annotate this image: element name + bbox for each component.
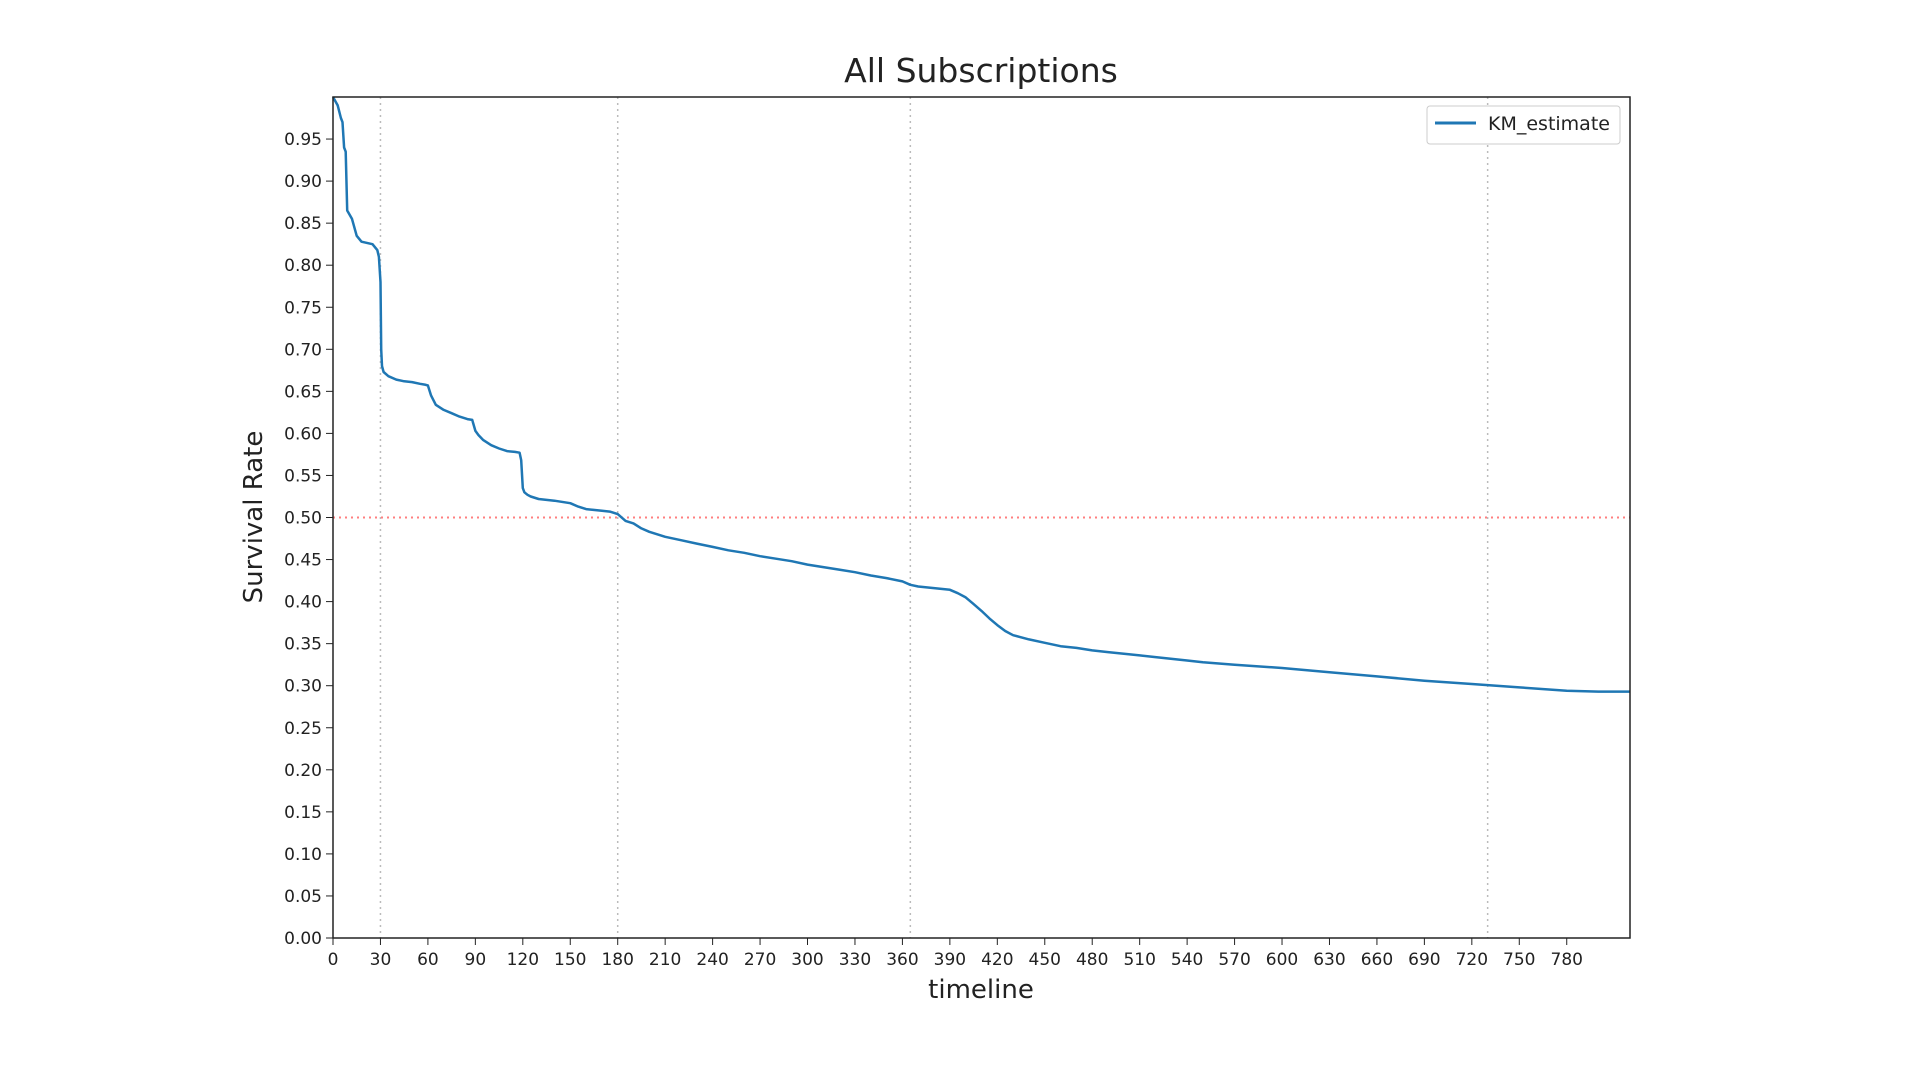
- chart-title: All Subscriptions: [844, 51, 1118, 90]
- y-tick-label: 0.80: [284, 256, 322, 276]
- x-tick-label: 210: [649, 950, 681, 970]
- y-tick-label: 0.70: [284, 340, 322, 360]
- x-tick-label: 540: [1171, 950, 1203, 970]
- x-tick-label: 600: [1266, 950, 1298, 970]
- x-tick-label: 60: [417, 950, 439, 970]
- y-tick-label: 0.05: [284, 887, 322, 907]
- y-tick-label: 0.40: [284, 593, 322, 613]
- x-tick-label: 510: [1123, 950, 1155, 970]
- x-tick-label: 180: [601, 950, 633, 970]
- y-tick-label: 0.55: [284, 466, 322, 486]
- series-layer: [331, 96, 1630, 693]
- y-axis: 0.00 0.05 0.10 0.15 0.20 0.25 0.30 0.35 0.40 0.45…: [284, 130, 333, 949]
- x-tick-label: 150: [554, 950, 586, 970]
- x-tick-label: 570: [1218, 950, 1250, 970]
- x-tick-label: 420: [981, 950, 1013, 970]
- y-tick-label: 0.90: [284, 172, 322, 192]
- x-tick-label: 0: [328, 950, 339, 970]
- y-tick-label: 0.85: [284, 214, 322, 234]
- y-tick-label: 0.50: [284, 509, 322, 529]
- y-tick-label: 0.10: [284, 845, 322, 865]
- y-tick-label: 0.20: [284, 761, 322, 781]
- y-axis-title: Survival Rate: [239, 431, 269, 604]
- y-tick-label: 0.15: [284, 803, 322, 823]
- y-tick-label: 0.30: [284, 677, 322, 697]
- y-tick-label: 0.65: [284, 382, 322, 402]
- x-tick-label: 360: [886, 950, 918, 970]
- series-line-KM_estimate: [331, 96, 1630, 693]
- x-tick-label: 240: [696, 950, 728, 970]
- x-axis-title: timeline: [928, 975, 1034, 1005]
- x-tick-label: 660: [1361, 950, 1393, 970]
- x-tick-label: 480: [1076, 950, 1108, 970]
- x-tick-label: 270: [744, 950, 776, 970]
- legend-label: KM_estimate: [1488, 113, 1610, 135]
- y-tick-label: 0.95: [284, 130, 322, 150]
- x-tick-label: 90: [465, 950, 487, 970]
- x-tick-label: 690: [1408, 950, 1440, 970]
- x-tick-label: 390: [934, 950, 966, 970]
- x-tick-label: 630: [1313, 950, 1345, 970]
- x-axis: 0 30 60 90 120 150 180 210 240 270 300 330 360 390 420…: [328, 938, 1583, 970]
- x-tick-label: 450: [1029, 950, 1061, 970]
- y-tick-label: 0.00: [284, 929, 322, 949]
- y-tick-label: 0.35: [284, 635, 322, 655]
- x-tick-label: 780: [1551, 950, 1583, 970]
- legend: KM_estimate: [1426, 105, 1621, 145]
- y-tick-label: 0.25: [284, 719, 322, 739]
- legend-box: [1426, 105, 1621, 145]
- x-tick-label: 30: [370, 950, 392, 970]
- x-tick-label: 300: [791, 950, 823, 970]
- reference-lines: [333, 97, 1630, 938]
- x-tick-label: 750: [1503, 950, 1535, 970]
- y-tick-label: 0.45: [284, 551, 322, 571]
- y-tick-label: 0.75: [284, 298, 322, 318]
- x-tick-label: 720: [1456, 950, 1488, 970]
- x-tick-label: 120: [507, 950, 539, 970]
- y-tick-label: 0.60: [284, 424, 322, 444]
- x-tick-label: 330: [839, 950, 871, 970]
